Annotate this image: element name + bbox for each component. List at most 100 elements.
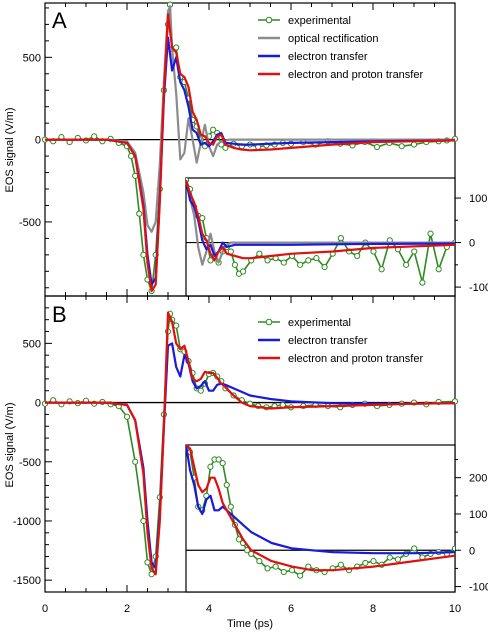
data-point <box>173 44 180 51</box>
data-point <box>210 126 217 133</box>
inset-series-line-electron-and-proton-transfer <box>186 179 455 262</box>
panel-a-label: A <box>52 8 67 33</box>
inset-data-point <box>288 567 296 574</box>
inset-y-tick-label-1: 0 <box>469 238 475 250</box>
inset-y-tick-label-2: -100 <box>469 282 488 294</box>
data-point <box>136 210 143 217</box>
x-tick-label-4: 8 <box>370 603 376 615</box>
inset-data-point <box>337 235 344 242</box>
inset-y-tick-label-0: 100 <box>469 193 487 205</box>
data-point <box>132 458 139 465</box>
data-point <box>410 141 418 148</box>
legend-label-electron-transfer: electron transfer <box>288 335 368 347</box>
y-tick-label-4: -1500 <box>13 575 41 587</box>
panel-a-series <box>41 1 459 295</box>
legend-marker <box>265 16 273 24</box>
data-point <box>148 571 155 578</box>
panel-a-legend: experimental optical rectification electro… <box>258 15 423 81</box>
data-point <box>128 152 135 160</box>
y-tick-label-2: -500 <box>19 217 41 229</box>
inset-data-point <box>419 279 426 286</box>
inset-data-point <box>207 257 214 264</box>
inset-data-point <box>239 268 247 275</box>
panel-a: A 500 0 -500 100 0 -100 experimental optical … <box>19 1 488 297</box>
inset-data-point <box>427 230 434 237</box>
inset-data-point <box>235 536 243 543</box>
data-point <box>374 143 381 151</box>
y-tick-label-0: 500 <box>23 52 41 64</box>
inset-data-point <box>256 558 263 565</box>
inset-data-point <box>280 568 287 576</box>
x-tick-label-3: 6 <box>288 603 294 615</box>
data-point <box>91 133 98 140</box>
x-tick-label-1: 2 <box>124 603 130 615</box>
data-point <box>140 251 147 258</box>
y-tick-label-1: 0 <box>35 135 41 147</box>
panel-b-inset: 200 100 0 -100 <box>185 444 488 594</box>
legend-label-experimental: experimental <box>288 317 351 329</box>
x-tick-label-2: 4 <box>206 603 212 615</box>
panel-b-y-tick-labels: 500 0 -500 -1000 -1500 <box>13 338 41 587</box>
inset-data-point <box>354 252 361 260</box>
panel-a-inset: 100 0 -100 <box>185 177 488 297</box>
panel-b: B 500 0 -500 -1000 -1500 200 100 0 -100 experim… <box>13 295 488 594</box>
legend-label-experimental: experimental <box>288 15 351 27</box>
y-axis-label-b: EOS signal (V/m) <box>4 403 16 488</box>
inset-data-point <box>394 556 402 563</box>
inset-series <box>186 178 455 286</box>
data-point <box>140 517 147 525</box>
inset-data-point <box>264 565 271 572</box>
data-point <box>173 322 180 329</box>
series-line-electron-and-proton-transfer <box>45 13 456 293</box>
inset-data-point <box>370 248 377 255</box>
panel-b-legend: experimental electron transfer electron an… <box>258 317 423 365</box>
inset-y-tick-label-3: -100 <box>469 582 488 594</box>
inset-data-point <box>231 261 239 268</box>
legend-marker <box>265 318 273 326</box>
inset-data-point <box>223 481 230 489</box>
y-tick-label-0: 500 <box>23 338 41 350</box>
inset-data-point <box>378 266 385 273</box>
x-tick-label-0: 0 <box>42 603 48 615</box>
inset-data-point <box>411 248 418 255</box>
inset-y-tick-label-1: 100 <box>469 509 487 521</box>
y-tick-label-3: -1000 <box>13 516 41 528</box>
legend-label-optical-rectification: optical rectification <box>288 33 379 45</box>
inset-data-point <box>435 266 442 273</box>
inset-data-point <box>362 559 369 567</box>
data-point <box>398 143 405 150</box>
y-tick-label-1: 0 <box>35 398 41 410</box>
inset-frame <box>185 177 456 297</box>
data-point <box>144 559 151 566</box>
inset-data-point <box>411 545 418 552</box>
inset-data-point <box>227 503 234 510</box>
y-tick-label-2: -500 <box>19 457 41 469</box>
inset-data-point <box>386 554 393 561</box>
legend-label-electron-and-proton-transfer: electron and proton transfer <box>288 69 423 81</box>
panel-a-y-tick-labels: 500 0 -500 <box>19 52 41 229</box>
x-tick-labels: 0 2 4 6 8 10 <box>42 603 461 615</box>
inset-data-point <box>321 263 328 271</box>
inset-data-point <box>313 255 320 262</box>
inset-series <box>186 445 455 579</box>
inset-data-point <box>207 463 214 470</box>
inset-data-point <box>305 257 312 264</box>
inset-data-point <box>264 257 271 264</box>
inset-data-point <box>370 558 377 565</box>
inset-data-point <box>199 214 206 222</box>
inset-data-point <box>402 261 410 268</box>
data-point <box>197 387 204 394</box>
inset-y-tick-label-0: 200 <box>469 473 487 485</box>
inset-data-point <box>451 545 455 552</box>
inset-data-point <box>297 261 304 268</box>
series-line-electron-and-proton-transfer <box>45 311 456 576</box>
inset-data-point <box>256 250 263 257</box>
legend-label-electron-and-proton-transfer: electron and proton transfer <box>288 353 423 365</box>
inset-y-tick-label-2: 0 <box>469 545 475 557</box>
x-axis-label: Time (ps) <box>227 618 273 630</box>
legend-label-electron-transfer: electron transfer <box>288 51 368 63</box>
data-point <box>123 413 131 420</box>
inset-data-point <box>215 456 222 463</box>
x-tick-label-5: 10 <box>449 603 461 615</box>
